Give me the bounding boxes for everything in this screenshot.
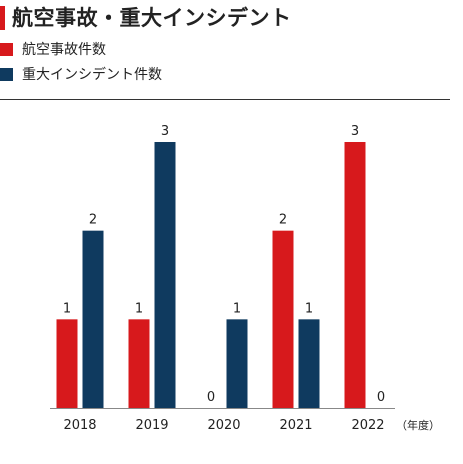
- x-tick-labels: 2018 2019 2020 2021 2022: [63, 418, 384, 433]
- x-tick-label-2018: 2018: [63, 418, 96, 433]
- legend-swatch-accidents: [0, 42, 13, 56]
- data-label-incidents-2019: 3: [161, 124, 169, 139]
- legend-label-accidents: 航空事故件数: [22, 42, 106, 58]
- data-label-incidents-2022: 0: [377, 390, 385, 405]
- bar-accidents-2019: [128, 319, 150, 408]
- data-label-incidents-2021: 1: [305, 301, 313, 316]
- chart-title: 航空事故・重大インシデント: [12, 6, 292, 30]
- x-tick-label-2022: 2022: [351, 418, 384, 433]
- data-label-accidents-2019: 1: [135, 301, 143, 316]
- data-label-accidents-2020: 0: [207, 390, 215, 405]
- bar-incidents-2021: [298, 319, 320, 408]
- bar-incidents-2018: [82, 230, 104, 408]
- data-label-accidents-2022: 3: [351, 124, 359, 139]
- header-divider: [0, 99, 450, 100]
- title-accent-bar: [0, 6, 5, 30]
- data-label-accidents-2018: 1: [63, 301, 71, 316]
- x-axis-unit-label: （年度）: [396, 418, 440, 432]
- bar-accidents-2022: [344, 142, 366, 408]
- bar-incidents-2019: [154, 142, 176, 408]
- bar-incidents-2020: [226, 319, 248, 408]
- legend-label-incidents: 重大インシデント件数: [22, 67, 162, 83]
- x-tick-label-2019: 2019: [135, 418, 168, 433]
- data-label-incidents-2020: 1: [233, 301, 241, 316]
- bars-layer: 1 2 1 3 0 1 2 1 3 0: [56, 124, 385, 408]
- data-label-incidents-2018: 2: [89, 213, 97, 228]
- x-tick-label-2020: 2020: [207, 418, 240, 433]
- legend-item-accidents: 航空事故件数: [0, 39, 106, 59]
- data-label-accidents-2021: 2: [279, 213, 287, 228]
- bar-accidents-2018: [56, 319, 78, 408]
- bar-accidents-2021: [272, 230, 294, 408]
- legend-item-incidents: 重大インシデント件数: [0, 64, 162, 84]
- legend-swatch-incidents: [0, 67, 13, 81]
- x-tick-label-2021: 2021: [279, 418, 312, 433]
